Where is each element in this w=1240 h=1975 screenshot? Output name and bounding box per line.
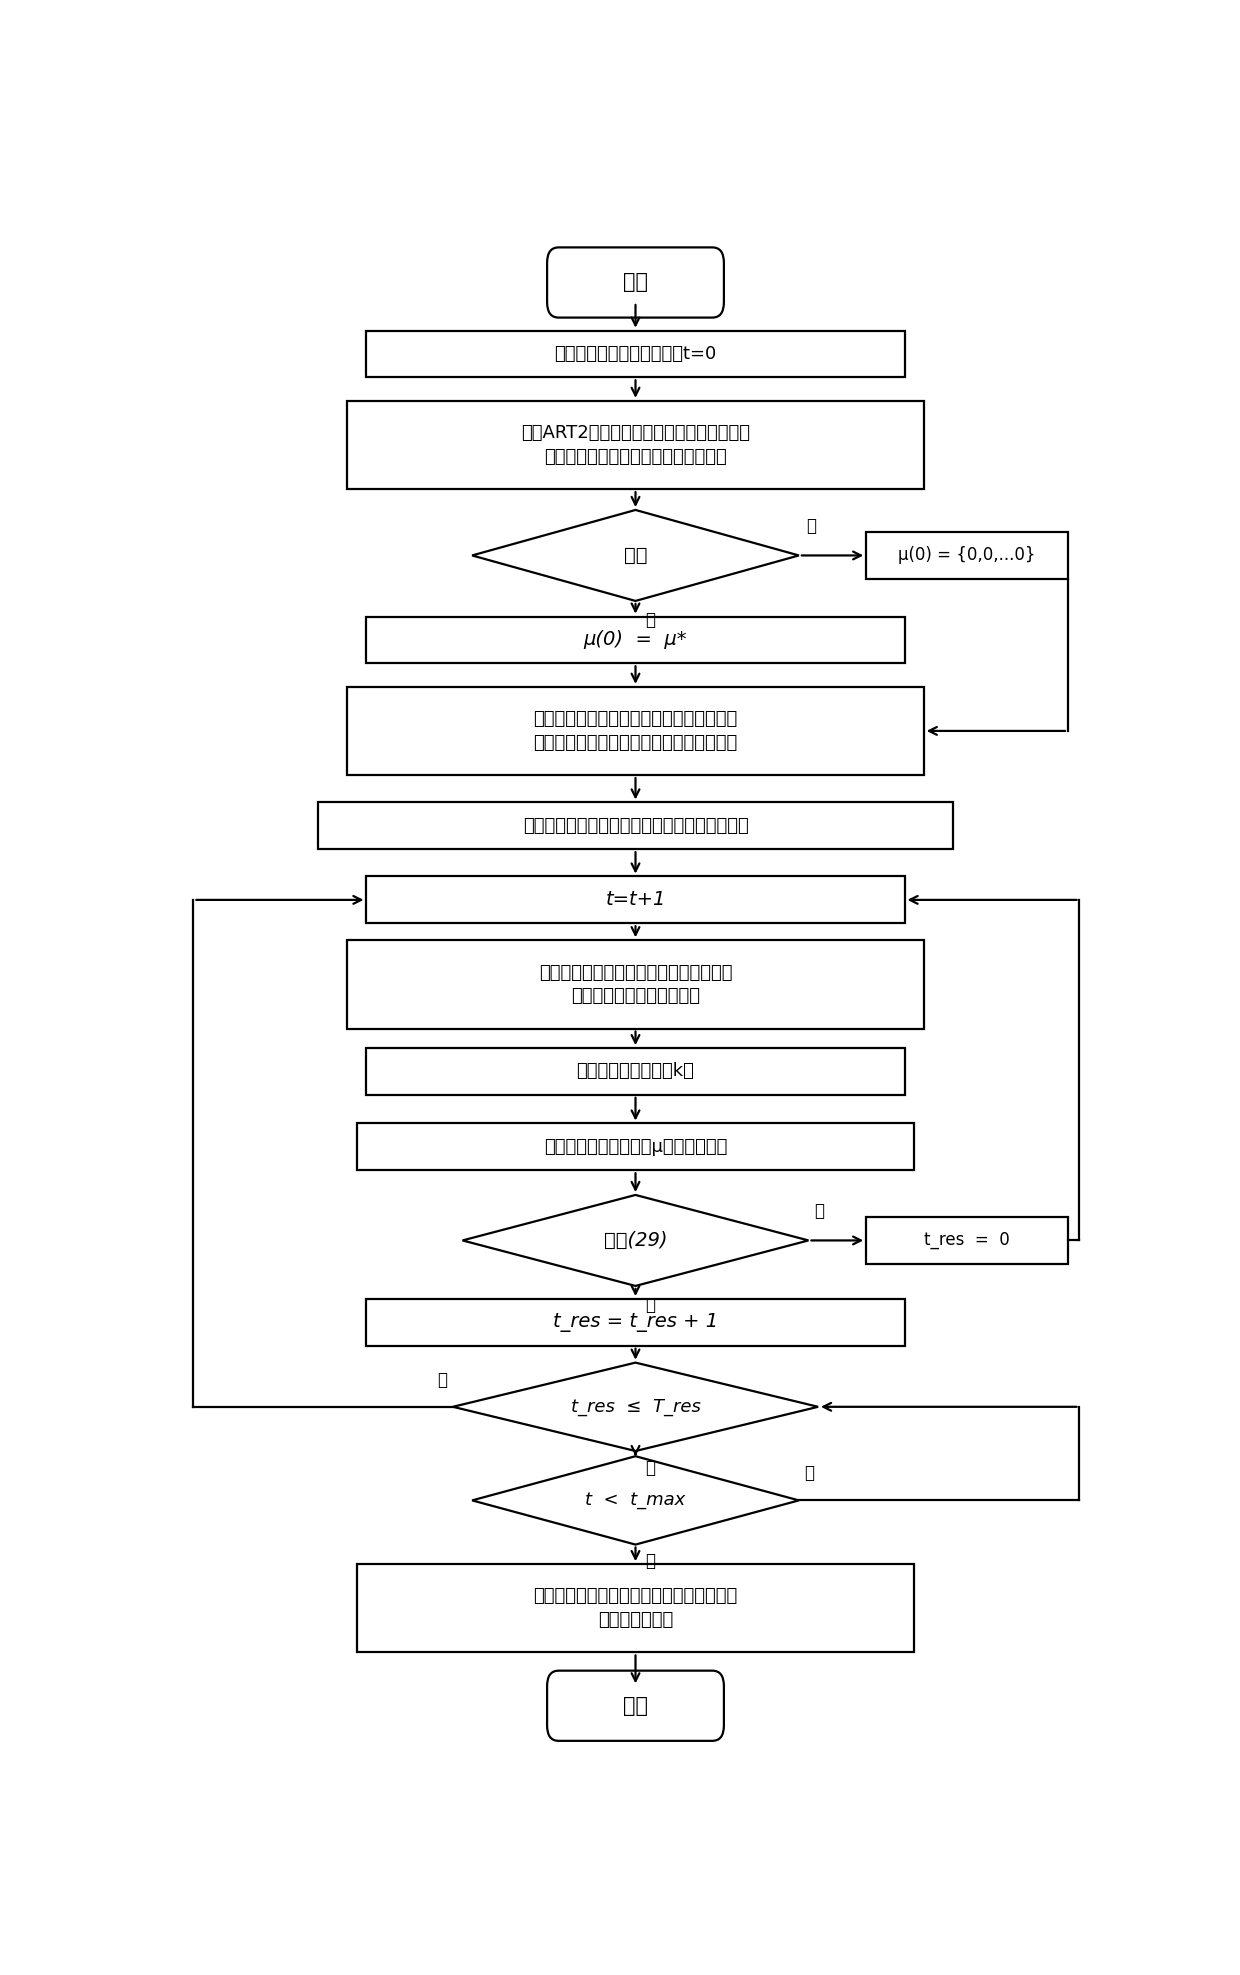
Text: 利用ART2型神经网络对输入的用户速率分布
模式进行分类，得到类别和是否为新类: 利用ART2型神经网络对输入的用户速率分布 模式进行分类，得到类别和是否为新类: [521, 425, 750, 466]
Polygon shape: [463, 1195, 808, 1286]
Text: 否: 否: [645, 1552, 655, 1570]
Text: 采集网络信息，初始化参数t=0: 采集网络信息，初始化参数t=0: [554, 346, 717, 363]
Text: 否: 否: [815, 1201, 825, 1221]
Text: 条件(29): 条件(29): [604, 1230, 667, 1250]
Text: 更新每个基站的最优k值: 更新每个基站的最优k值: [577, 1063, 694, 1080]
Bar: [367, 877, 905, 922]
Bar: [367, 616, 905, 664]
Text: 更新所有基站的代价值μ，并进行广播: 更新所有基站的代价值μ，并进行广播: [544, 1138, 727, 1155]
Text: t=t+1: t=t+1: [605, 891, 666, 908]
Polygon shape: [453, 1363, 818, 1452]
FancyBboxPatch shape: [547, 1671, 724, 1740]
Text: μ(0)  =  μ*: μ(0) = μ*: [584, 630, 687, 650]
Bar: [357, 1124, 914, 1171]
Text: t_res = t_res + 1: t_res = t_res + 1: [553, 1313, 718, 1331]
Text: t_res  ≤  T_res: t_res ≤ T_res: [570, 1398, 701, 1416]
Text: 是: 是: [645, 1296, 655, 1313]
Text: 开始: 开始: [622, 273, 649, 292]
Bar: [347, 401, 924, 490]
Bar: [347, 940, 924, 1029]
Text: 否: 否: [438, 1371, 448, 1388]
Bar: [866, 1217, 1068, 1264]
Bar: [367, 330, 905, 377]
Text: 新类: 新类: [624, 545, 647, 565]
Text: 计算用户速率的对数效用函数和基站代价
值，用户连接到最优的基站: 计算用户速率的对数效用函数和基站代价 值，用户连接到最优的基站: [538, 964, 733, 1005]
Text: 基于对数效用函数的分析，对连接到同一个
基站上的所有用户平均分配基站的时频资源: 基于对数效用函数的分析，对连接到同一个 基站上的所有用户平均分配基站的时频资源: [533, 711, 738, 752]
Text: 是: 是: [645, 1460, 655, 1477]
Text: t  <  t_max: t < t_max: [585, 1491, 686, 1509]
Text: t_res  =  0: t_res = 0: [924, 1232, 1009, 1250]
Bar: [357, 1564, 914, 1653]
Bar: [866, 531, 1068, 579]
Text: 用拉格朗日对偶方法把优化问题转化为对偶问题: 用拉格朗日对偶方法把优化问题转化为对偶问题: [522, 818, 749, 835]
Polygon shape: [472, 510, 799, 600]
Bar: [367, 1049, 905, 1094]
FancyBboxPatch shape: [547, 247, 724, 318]
Text: 否: 否: [806, 517, 817, 535]
Bar: [367, 1300, 905, 1345]
Text: 用得到的最优的代价值对当前模式类的初始
代价偏置值更新: 用得到的最优的代价值对当前模式类的初始 代价偏置值更新: [533, 1588, 738, 1629]
Text: 结束: 结束: [622, 1697, 649, 1716]
Polygon shape: [472, 1456, 799, 1544]
Text: 是: 是: [645, 612, 655, 630]
Text: 是: 是: [805, 1463, 815, 1481]
Text: μ(0) = {0,0,...0}: μ(0) = {0,0,...0}: [898, 547, 1035, 565]
Bar: [347, 687, 924, 774]
Bar: [319, 802, 952, 849]
